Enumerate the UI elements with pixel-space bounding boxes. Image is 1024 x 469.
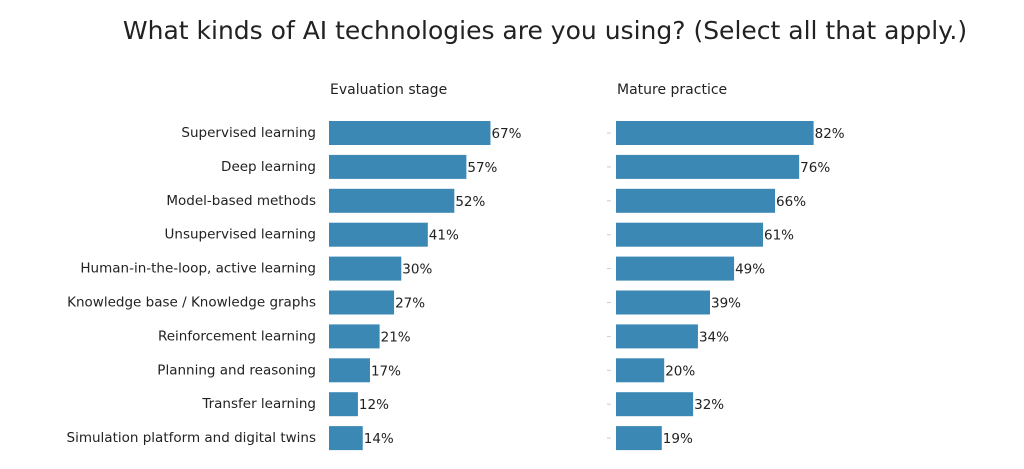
bar [616,290,710,315]
value-label: 76% [800,160,830,176]
bar [616,154,800,179]
chart-title: What kinds of AI technologies are you us… [123,16,967,45]
bar [329,222,428,247]
bar [329,256,402,281]
bar [616,426,662,451]
value-label: 19% [663,431,693,447]
bar [329,121,491,145]
bar [616,358,665,383]
bar [329,358,370,383]
value-label: 39% [711,296,741,312]
bar [329,426,363,451]
bar [616,256,735,281]
value-label: 61% [764,228,794,244]
category-label: Deep learning [221,159,316,175]
value-label: 67% [491,126,521,142]
bar [616,188,776,213]
value-label: 52% [455,194,485,210]
category-label: Planning and reasoning [157,362,316,378]
value-label: 49% [735,262,765,278]
category-label: Human-in-the-loop, active learning [80,261,316,277]
category-label: Model-based methods [166,193,316,209]
value-label: 66% [776,194,806,210]
value-label: 41% [429,228,459,244]
bar [616,121,814,145]
category-label: Unsupervised learning [165,227,316,243]
value-label: 20% [665,363,695,379]
bar [329,154,467,179]
category-label: Simulation platform and digital twins [67,430,316,446]
value-label: 30% [402,262,432,278]
bar [329,392,358,417]
value-label: 34% [699,329,729,345]
value-label: 32% [694,397,724,413]
value-label: 57% [467,160,497,176]
value-label: 14% [364,431,394,447]
bar [616,392,694,417]
bar [329,324,380,349]
value-label: 12% [359,397,389,413]
category-label: Supervised learning [181,125,316,141]
category-label: Knowledge base / Knowledge graphs [67,295,316,311]
panel-subtitle: Evaluation stage [330,82,447,98]
value-label: 17% [371,363,401,379]
bar [616,324,698,349]
category-label: Reinforcement learning [158,328,316,344]
bar [329,188,455,213]
value-label: 21% [381,329,411,345]
category-label: Transfer learning [201,396,316,412]
bar [329,290,395,315]
value-label: 27% [395,296,425,312]
value-label: 82% [815,126,845,142]
panel-subtitle: Mature practice [617,82,727,98]
bar [616,222,764,247]
